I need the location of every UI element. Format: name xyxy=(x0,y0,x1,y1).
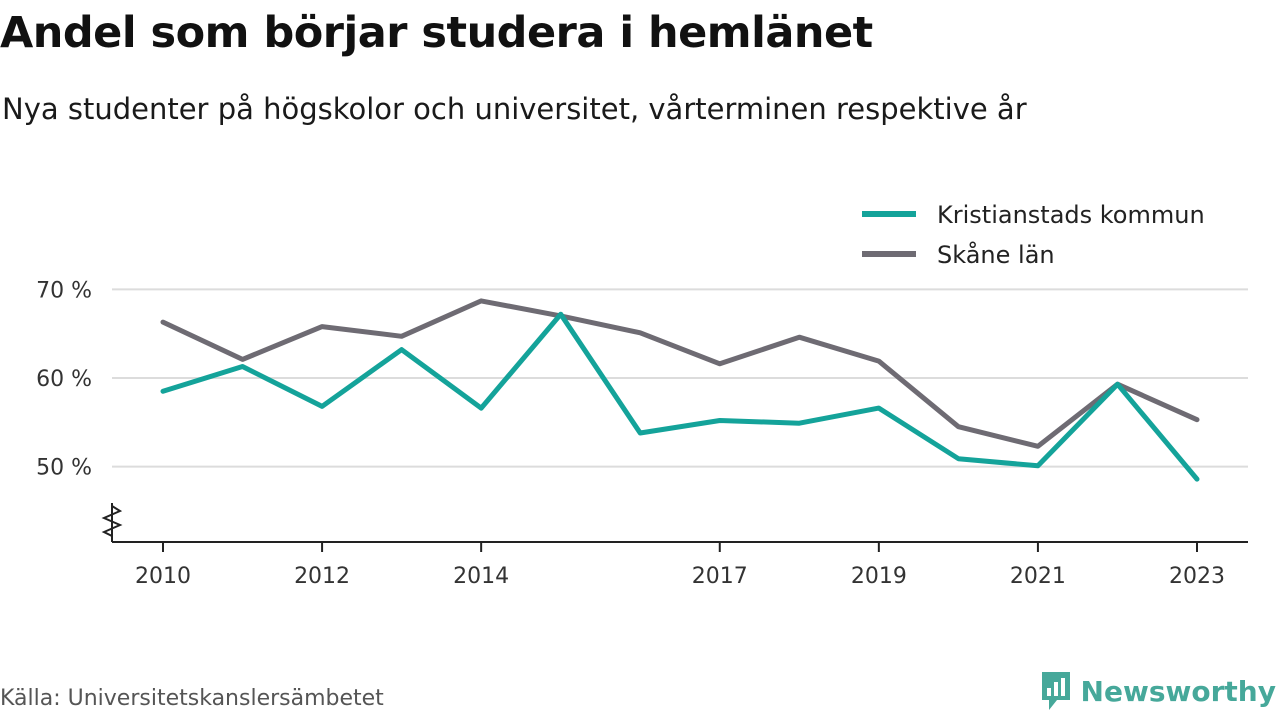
y-tick-label: 70 % xyxy=(36,278,92,303)
x-tick-label: 2017 xyxy=(692,564,748,589)
axis-break-marker xyxy=(101,505,123,537)
y-tick-label: 50 % xyxy=(36,456,92,481)
legend-label-0: Kristianstads kommun xyxy=(937,201,1205,229)
series-group xyxy=(160,298,1200,482)
chart-title: Andel som börjar studera i hemlänet xyxy=(0,8,873,58)
x-tick-label: 2021 xyxy=(1010,564,1066,589)
x-tick-label: 2019 xyxy=(851,564,907,589)
x-tick-label: 2012 xyxy=(294,564,350,589)
axes: 50 % 60 % 70 % 2010 2012 2014 2017 2019 2021 2023 xyxy=(36,278,1248,589)
brand-name: Newsworthy xyxy=(1080,674,1276,708)
newsworthy-logo-icon xyxy=(1041,672,1070,710)
legend-label-1: Skåne län xyxy=(937,240,1055,269)
legend: Kristianstads kommun Skåne län xyxy=(850,192,1230,269)
gridlines xyxy=(112,288,1248,468)
series-line-1 xyxy=(160,298,1200,449)
y-tick-label: 60 % xyxy=(36,367,92,392)
x-tick-label: 2014 xyxy=(453,564,509,589)
brand-logo: Newsworthy xyxy=(1039,670,1276,712)
x-tick-label: 2023 xyxy=(1169,564,1225,589)
chart-subtitle: Nya studenter på högskolor och universit… xyxy=(2,92,1027,126)
source-note: Källa: Universitetskanslersämbetet xyxy=(0,686,384,711)
series-line-0 xyxy=(160,311,1200,482)
x-tick-label: 2010 xyxy=(135,564,191,589)
legend-background xyxy=(850,192,1230,262)
